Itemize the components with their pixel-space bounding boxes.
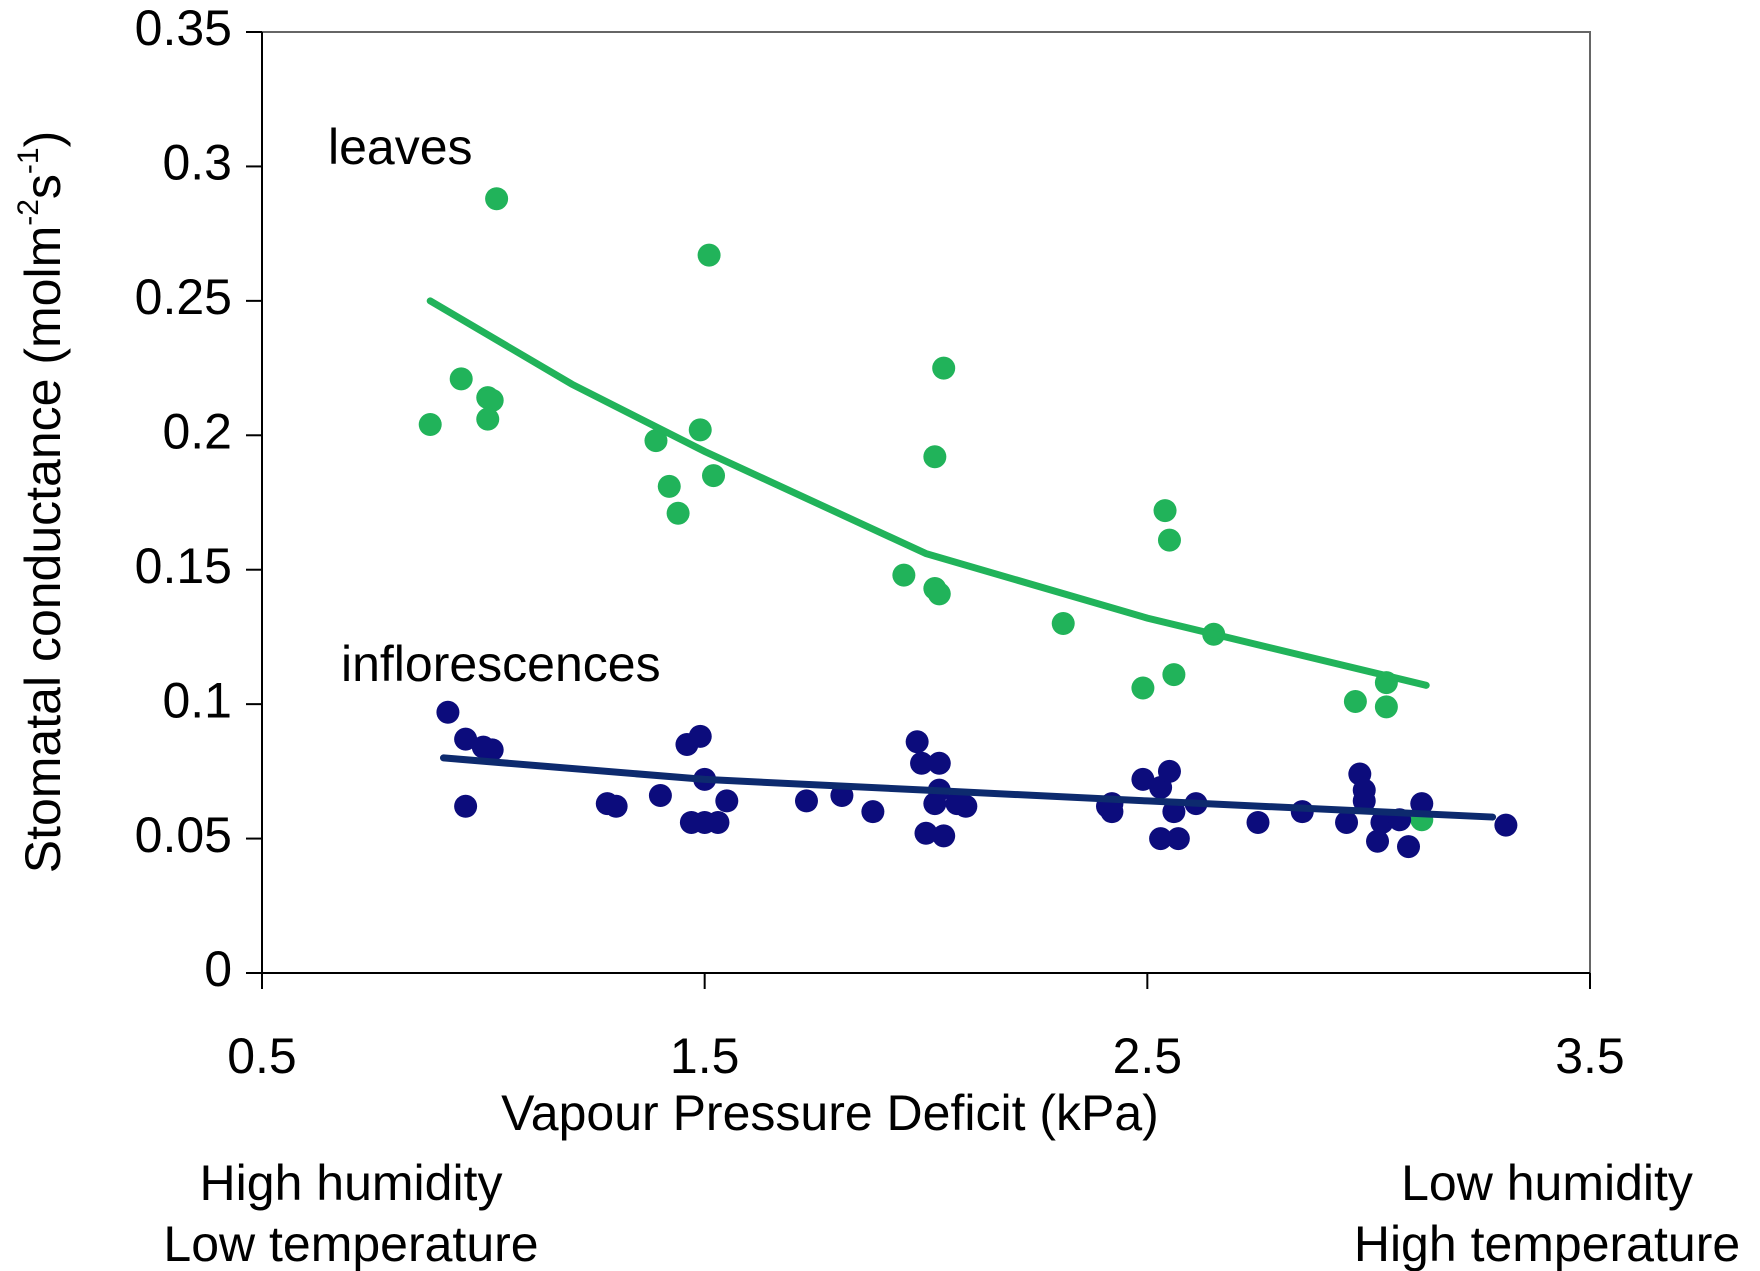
point (454, 794, 478, 818)
y-axis-title: Stomatal conductance (molm-2s-1) (12, 131, 71, 874)
point (706, 810, 730, 834)
point (927, 751, 951, 775)
y-tick-label: 0.35 (135, 0, 232, 56)
y-axis-title-part: ) (15, 131, 71, 148)
point (932, 824, 956, 848)
point (1343, 689, 1367, 713)
y-tick-label: 0.05 (135, 807, 232, 863)
point (1157, 528, 1181, 552)
point (1410, 792, 1434, 816)
y-tick-label: 0 (204, 941, 232, 997)
point (892, 563, 916, 587)
point (794, 789, 818, 813)
point (927, 582, 951, 606)
x-tick-label: 1.5 (670, 1028, 740, 1084)
point (910, 751, 934, 775)
annotation: leaves (328, 119, 473, 175)
point (1166, 827, 1190, 851)
point (1162, 663, 1186, 687)
point (485, 187, 509, 211)
point (905, 730, 929, 754)
point (954, 794, 978, 818)
x-tick-label: 2.5 (1113, 1028, 1183, 1084)
point (702, 464, 726, 488)
point (1335, 810, 1359, 834)
point (923, 445, 947, 469)
note: Low temperature (163, 1216, 538, 1271)
point (454, 727, 478, 751)
point (480, 388, 504, 412)
point (688, 418, 712, 442)
y-tick-label: 0.15 (135, 538, 232, 594)
point (476, 407, 500, 431)
note: High humidity (200, 1155, 503, 1211)
point (1366, 829, 1390, 853)
x-tick-label: 3.5 (1555, 1028, 1625, 1084)
point (1153, 499, 1177, 523)
point (1149, 827, 1173, 851)
point (1246, 810, 1270, 834)
note: Low humidity (1401, 1155, 1693, 1211)
point (436, 700, 460, 724)
trend-line (426, 297, 1430, 689)
y-axis-title-part: -2 (12, 199, 45, 226)
y-tick-label: 0.3 (162, 135, 232, 191)
point (644, 429, 668, 453)
y-axis-title-part: Stomatal conductance (molm (15, 226, 71, 874)
point (480, 738, 504, 762)
y-tick-label: 0.2 (162, 403, 232, 459)
y-tick-label: 0.25 (135, 269, 232, 325)
point (418, 413, 442, 437)
point (715, 789, 739, 813)
point (648, 784, 672, 808)
point (1131, 676, 1155, 700)
note: High temperature (1354, 1216, 1740, 1271)
x-tick-label: 0.5 (227, 1028, 297, 1084)
x-axis-title: Vapour Pressure Deficit (kPa) (501, 1085, 1159, 1141)
annotation: inflorescences (341, 636, 661, 692)
y-tick-label: 0.1 (162, 672, 232, 728)
point (1051, 611, 1075, 635)
point (697, 243, 721, 267)
point (1100, 800, 1124, 824)
point (1131, 767, 1155, 791)
point (1370, 810, 1394, 834)
point (604, 794, 628, 818)
point (1352, 789, 1376, 813)
y-axis-title-part: -1 (12, 147, 45, 174)
point (666, 501, 690, 525)
y-axis-title-part: s (15, 174, 71, 199)
point (914, 821, 938, 845)
point (657, 474, 681, 498)
point (1397, 835, 1421, 859)
point (923, 792, 947, 816)
point (1494, 813, 1518, 837)
point (449, 367, 473, 391)
point (932, 356, 956, 380)
point (861, 800, 885, 824)
trend-line (439, 754, 1497, 821)
point (1374, 695, 1398, 719)
point (1157, 759, 1181, 783)
point (688, 724, 712, 748)
